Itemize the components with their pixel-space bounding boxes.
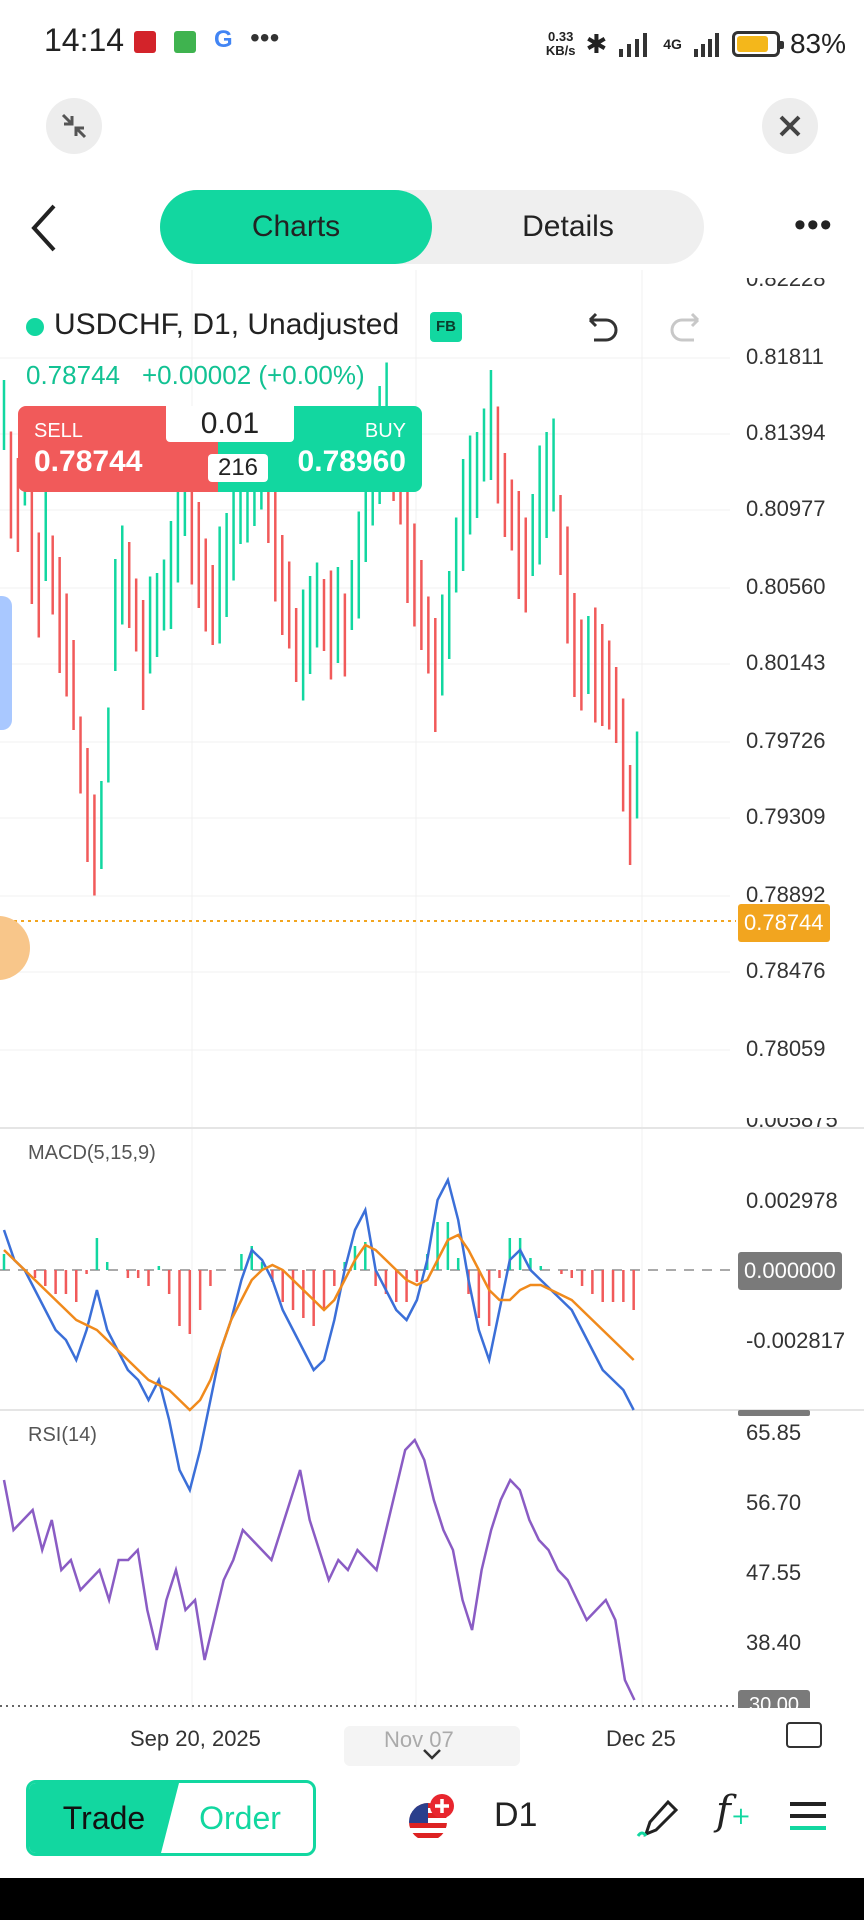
date-scroll-handle[interactable]: Nov 07 [344, 1726, 520, 1766]
rsi-axis-2: 56.70 [746, 1490, 802, 1515]
sell-button[interactable]: SELL 0.78744 [18, 406, 218, 492]
macd-axis-low: -0.002817 [746, 1328, 846, 1353]
macd-axis-top: 0.005875 [746, 1118, 838, 1132]
draw-tool-button[interactable] [636, 1796, 680, 1840]
symbol-flag-button[interactable] [406, 1792, 458, 1844]
close-button[interactable] [762, 98, 818, 154]
rsi-axis-3: 47.55 [746, 1560, 802, 1585]
macd-axis-mid: 0.002978 [746, 1188, 838, 1213]
google-icon: G [214, 26, 233, 53]
chevron-down-icon [423, 1749, 441, 1760]
more-notifications-icon: ••• [250, 22, 280, 53]
status-time: 14:14 [44, 22, 125, 58]
minimize-icon [61, 113, 87, 139]
rsi-axis-1: 65.85 [746, 1420, 802, 1445]
chart-canvas[interactable] [0, 270, 864, 1720]
macd-line [2, 1176, 635, 1494]
status-right: 0.33 KB/s ✱ 4G 83% [546, 24, 846, 64]
rsi-axis-4: 38.40 [746, 1630, 802, 1655]
status-bar: 14:14 G ••• 0.33 KB/s ✱ 4G 83% [0, 0, 864, 88]
spread-value: 216 [208, 454, 268, 482]
last-price: 0.78744 [26, 360, 120, 390]
symbol-title: USDCHF, D1, Unadjusted [54, 308, 400, 341]
network-speed: 0.33 KB/s [545, 29, 576, 58]
view-tabs: Charts Details [160, 190, 704, 264]
indicator-button[interactable]: f+ [716, 1788, 751, 1834]
back-icon [31, 204, 56, 252]
macd-signal-line [3, 1233, 635, 1412]
minimize-button[interactable] [46, 98, 102, 154]
bluetooth-icon: ✱ [585, 28, 608, 59]
rsi-line [2, 1437, 636, 1701]
price-change: +0.00002 (+0.00%) [142, 360, 365, 390]
date-label-1: Sep 20, 2025 [130, 1726, 261, 1751]
navigation-bar [0, 1878, 864, 1920]
order-button[interactable]: Order [199, 1799, 281, 1836]
redo-button[interactable] [668, 306, 708, 346]
android-app-icon [174, 31, 196, 53]
lot-size-input[interactable]: 0.01 [166, 406, 294, 442]
fullscreen-toggle[interactable] [786, 1722, 822, 1748]
quick-trade-panel: SELL 0.78744 BUY 0.78960 0.01 216 [18, 406, 422, 492]
date-label-3: Dec 25 [606, 1726, 676, 1751]
side-drawer-handle[interactable] [0, 596, 12, 730]
back-button[interactable] [26, 200, 76, 256]
macd-zero-tag: 0.000000 [738, 1252, 842, 1290]
rsi-label: RSI(14) [28, 1424, 97, 1446]
macd-label: MACD(5,15,9) [28, 1142, 156, 1164]
battery-level: 83% [789, 28, 846, 59]
macd-histogram [2, 1222, 635, 1334]
price-bars [2, 362, 639, 896]
tab-details[interactable]: Details [522, 210, 614, 243]
fb-badge: FB [430, 312, 462, 342]
undo-button[interactable] [580, 306, 620, 346]
trade-button[interactable]: Trade [29, 1783, 179, 1853]
network-type: 4G [663, 36, 682, 52]
timeframe-selector[interactable]: D1 [494, 1796, 538, 1834]
news-app-icon [134, 31, 156, 53]
signal-icon [619, 33, 648, 57]
more-options-button[interactable]: ••• [794, 206, 833, 244]
battery-icon [731, 31, 784, 57]
tab-charts[interactable]: Charts [160, 190, 432, 264]
signal-icon-2 [693, 33, 719, 57]
us-flag-icon [409, 1794, 454, 1841]
trade-order-toggle: Trade Order [26, 1780, 316, 1856]
close-icon [779, 115, 801, 137]
current-price-tag: 0.78744 [738, 904, 830, 942]
market-open-dot [26, 318, 44, 336]
menu-button[interactable] [788, 1798, 828, 1834]
rsi-top-marker [738, 1410, 810, 1416]
rsi-bottom-tag: 30.00 [738, 1690, 810, 1708]
